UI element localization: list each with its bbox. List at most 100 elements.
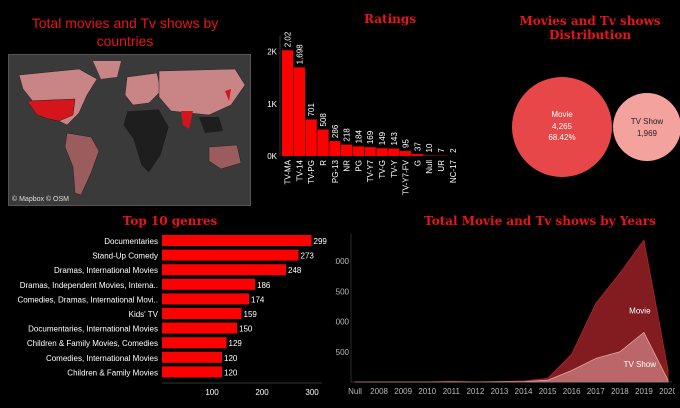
genre-bar xyxy=(162,278,255,290)
ratings-x-tick: TV-PG xyxy=(307,160,316,184)
years-x-tick: 2008 xyxy=(370,387,388,396)
ratings-x-tick: R xyxy=(319,160,328,166)
world-map[interactable]: © Mapbox © OSM xyxy=(8,54,251,206)
years-x-tick: 2012 xyxy=(466,387,484,396)
ratings-data-label: 169 xyxy=(366,130,375,144)
genre-value: 150 xyxy=(239,325,253,334)
ratings-bar xyxy=(329,141,341,156)
years-x-tick: 2020 xyxy=(659,387,675,396)
map-greenland xyxy=(93,61,121,79)
genre-label: Children & Family Movies, Comedies xyxy=(27,339,158,348)
ratings-x-tick: TV-Y7 xyxy=(366,159,375,182)
ratings-bar xyxy=(293,67,305,156)
ratings-data-label: 1,698 xyxy=(295,44,304,65)
ratings-data-label: 95 xyxy=(402,139,411,148)
ratings-data-label: 2,027 xyxy=(284,32,293,47)
genre-bar xyxy=(162,337,227,349)
genre-value: 120 xyxy=(224,368,238,377)
distribution-chart: Movie 4,265 68.42% TV Show 1,969 xyxy=(512,77,680,177)
years-x-tick: 2018 xyxy=(611,387,629,396)
ratings-bar xyxy=(317,129,329,156)
ratings-data-label: 508 xyxy=(319,113,328,127)
genre-bar xyxy=(162,235,312,246)
genre-label: Dramas, International Movies xyxy=(54,266,158,275)
ratings-x-tick: TV-Y xyxy=(390,159,399,177)
ratings-y-tick: 1K xyxy=(267,100,277,109)
map-credit: © Mapbox © OSM xyxy=(12,196,69,203)
genres-chart: Documentaries 299 Stand-Up Comedy 273 Dramas… xyxy=(18,235,327,397)
series-label-tvshow: TV Show xyxy=(624,360,657,369)
ratings-x-tick: TV-Y7-FV xyxy=(402,159,411,195)
ratings-x-tick: PG-13 xyxy=(331,159,340,183)
genre-label: Documentaries, International Movies xyxy=(28,325,158,334)
ratings-data-label: 37 xyxy=(413,142,422,151)
ratings-bar xyxy=(341,144,353,156)
ratings-x-tick: TV-MA xyxy=(284,159,293,184)
map-australia xyxy=(208,144,242,170)
years-y-tick: 1000 xyxy=(335,318,350,327)
years-x-tick: Null xyxy=(348,387,362,396)
map-shapes xyxy=(9,55,250,205)
ratings-data-label: 7 xyxy=(437,148,446,153)
years-x-tick: 2014 xyxy=(515,387,533,396)
years-x-tick: 2017 xyxy=(587,387,605,396)
years-x-tick: 2009 xyxy=(394,387,412,396)
map-japan xyxy=(225,89,231,101)
genres-x-tick: 200 xyxy=(255,388,269,397)
genre-label: Comedies, Dramas, International Movi.. xyxy=(18,295,159,304)
genre-value: 273 xyxy=(301,252,315,261)
ratings-data-label: 218 xyxy=(343,128,352,142)
ratings-bar xyxy=(282,50,294,156)
years-y-tick: 2000 xyxy=(335,257,350,266)
years-x-tick: 2016 xyxy=(563,387,581,396)
genre-value: 248 xyxy=(288,266,302,275)
genre-bar xyxy=(162,322,237,334)
genres-x-tick: 100 xyxy=(205,388,219,397)
map-title: Total movies and Tv shows by countries xyxy=(31,15,219,49)
map-africa xyxy=(122,108,170,174)
genre-bar xyxy=(162,351,222,363)
ratings-bar xyxy=(388,148,400,156)
years-chart: 500 1000 1500 2000 Movie TV Show Null 2008 2009 2… xyxy=(335,234,675,396)
movie-percent: 68.42% xyxy=(548,133,575,142)
genre-value: 186 xyxy=(257,281,271,290)
ratings-data-label: 184 xyxy=(354,130,363,144)
movie-bubble xyxy=(512,77,612,177)
map-europe xyxy=(124,72,162,106)
genre-bar xyxy=(162,249,299,261)
genre-label: Children & Family Movies xyxy=(67,368,158,377)
genre-label: Dramas, Independent Movies, Interna.. xyxy=(20,281,158,290)
genre-value: 174 xyxy=(251,295,265,304)
ratings-y-tick: 0K xyxy=(267,152,277,161)
ratings-data-label: 2 xyxy=(449,148,458,153)
ratings-bar xyxy=(423,155,435,156)
ratings-x-tick: UR xyxy=(437,160,446,172)
tvshow-label: TV Show xyxy=(631,117,664,126)
ratings-bar xyxy=(400,151,412,156)
ratings-title: Ratings xyxy=(364,12,416,26)
movie-label: Movie xyxy=(551,110,573,119)
ratings-data-label: 143 xyxy=(390,132,399,146)
ratings-x-tick: TV-G xyxy=(378,160,387,179)
years-x-tick: 2010 xyxy=(418,387,436,396)
genre-bar xyxy=(162,264,286,276)
genre-bar xyxy=(162,293,249,305)
map-usa xyxy=(26,98,76,122)
genre-label: Kids' TV xyxy=(129,310,159,319)
ratings-bar xyxy=(411,154,423,156)
ratings-x-tick: PG xyxy=(354,160,363,172)
genres-title: Top 10 genres xyxy=(122,214,218,228)
genre-label: Documentaries xyxy=(104,237,158,246)
map-south-america xyxy=(64,132,100,196)
series-label-movie: Movie xyxy=(629,307,651,316)
genre-value: 129 xyxy=(229,339,243,348)
genre-label: Comedies, International Movies xyxy=(46,354,158,363)
tvshow-value: 1,969 xyxy=(637,129,658,138)
movie-value: 4,265 xyxy=(552,122,573,131)
map-india xyxy=(181,111,193,129)
ratings-bar xyxy=(376,148,388,156)
ratings-x-tick: Null xyxy=(425,160,434,174)
ratings-x-tick: G xyxy=(413,160,422,166)
genre-value: 120 xyxy=(224,354,238,363)
ratings-x-tick: NC-17 xyxy=(449,159,458,183)
